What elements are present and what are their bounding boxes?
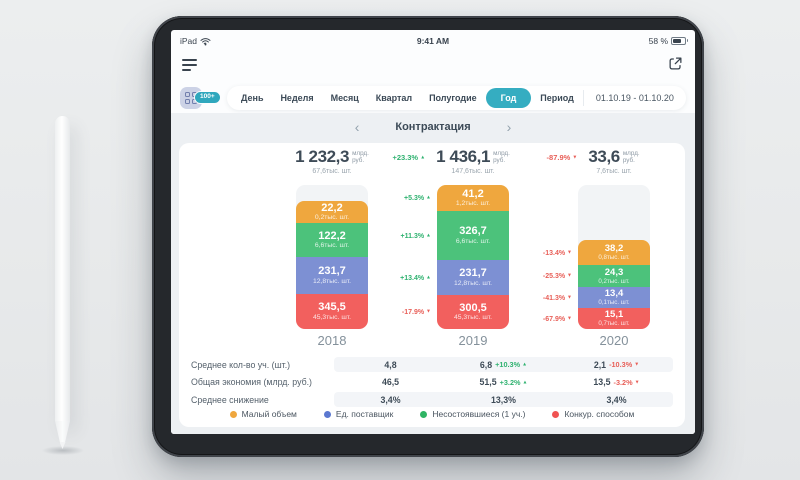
- tab-halfyear[interactable]: Полугодие: [429, 93, 477, 103]
- total-value: 1 436,1: [436, 147, 491, 166]
- segment-competitive[interactable]: 15,1 0,7тыс. шт.: [578, 308, 650, 329]
- total-unit: млрд. руб.: [352, 150, 369, 165]
- total-unit: млрд. руб.: [622, 150, 640, 165]
- date-range[interactable]: 01.10.19 - 01.10.20: [582, 90, 681, 106]
- bar-remainder: [578, 185, 650, 248]
- clock-label: 9:41 AM: [416, 36, 450, 46]
- content-area: ‹ Контрактация › 1 232,3 млрд. руб. 67,6т: [171, 113, 695, 434]
- apple-pencil-taper: [55, 421, 70, 443]
- carrier-label: iPad: [180, 36, 198, 46]
- nav-row: [171, 49, 695, 83]
- apple-pencil: [55, 116, 70, 422]
- segment-single-supplier[interactable]: 231,7 12,8тыс. шт.: [437, 260, 509, 295]
- segment-small-volume[interactable]: 41,2 1,2тыс. шт.: [437, 185, 509, 211]
- menu-icon[interactable]: [182, 59, 198, 71]
- tab-quarter[interactable]: Квартал: [375, 93, 413, 103]
- bar-2019[interactable]: 41,2 1,2тыс. шт. 326,7 6,6тыс. шт. 231,7 12…: [437, 185, 509, 329]
- total-value: 33,6: [588, 147, 620, 166]
- next-chevron-icon[interactable]: ›: [506, 119, 512, 135]
- year-label-2019: 2019: [458, 333, 488, 348]
- period-toolbar: 100+ День Неделя Месяц Квартал Полугодие…: [171, 83, 695, 113]
- total-sub: 7,6тыс. шт.: [596, 167, 632, 175]
- section-header: ‹ Контрактация ›: [171, 113, 695, 141]
- battery-percent-label: 58 %: [648, 36, 668, 46]
- legend-item-failed[interactable]: Несостоявшиеся (1 уч.): [420, 409, 525, 419]
- total-2019: +23.3% ▲ 1 436,1 млрд. руб. 147,6тыс. шт.: [392, 147, 510, 175]
- table-row: Общая экономия (млрд. руб.) 46,5 51,5 +3.…: [191, 377, 640, 387]
- segment-single-supplier[interactable]: 13,4 0,1тыс. шт.: [578, 287, 650, 308]
- segment-delta: -17.9% ▼: [401, 308, 431, 316]
- table-row: Среднее кол-во уч. (шт.) 4,8 6,8 +10.3% ▲…: [191, 357, 673, 372]
- segment-failed[interactable]: 24,3 0,2тыс. шт.: [578, 265, 650, 287]
- segment-small-volume[interactable]: 38,2 0,8тыс. шт.: [578, 240, 650, 265]
- segment-small-volume[interactable]: 22,2 0,2тыс. шт.: [296, 201, 368, 223]
- period-tabbar: День Неделя Месяц Квартал Полугодие Год …: [227, 86, 686, 110]
- segment-delta: +5.3% ▲: [404, 194, 431, 202]
- year-label-2020: 2020: [599, 333, 629, 348]
- segment-delta: +11.3% ▲: [400, 232, 431, 240]
- blue-dot-icon: [323, 410, 331, 418]
- prev-chevron-icon[interactable]: ‹: [354, 119, 360, 135]
- tab-month[interactable]: Месяц: [330, 93, 359, 103]
- year-label-2018: 2018: [317, 333, 347, 348]
- ipad-frame: iPad 9:41 AM 58 %: [152, 16, 704, 457]
- tab-day[interactable]: День: [241, 93, 264, 103]
- segment-failed[interactable]: 122,2 6,6тыс. шт.: [296, 223, 368, 257]
- legend-item-competitive[interactable]: Конкур. способом: [552, 409, 634, 419]
- red-dot-icon: [552, 410, 560, 418]
- total-sub: 67,6тыс. шт.: [312, 167, 352, 175]
- total-value: 1 232,3: [295, 147, 350, 166]
- stats-table: Среднее кол-во уч. (шт.) 4,8 6,8 +10.3% ▲…: [191, 357, 673, 410]
- segment-delta: -41.3% ▼: [542, 294, 572, 302]
- total-sub: 147,6тыс. шт.: [451, 167, 495, 175]
- tab-week[interactable]: Неделя: [280, 93, 314, 103]
- segment-delta: -25.3% ▼: [542, 272, 572, 280]
- chart-card: 1 232,3 млрд. руб. 67,6тыс. шт. +23.3% ▲ …: [179, 143, 685, 427]
- count-badge: 100+: [194, 91, 221, 104]
- segment-delta: +13.4% ▲: [400, 274, 431, 282]
- page-title: Контрактация: [395, 121, 471, 133]
- wifi-icon: [200, 37, 211, 45]
- total-2020: -87.9% ▼ 33,6 млрд. руб. 7,6тыс. шт.: [547, 147, 640, 175]
- total-delta: +23.3% ▲: [392, 153, 426, 162]
- share-icon[interactable]: [668, 56, 683, 71]
- pencil-shadow: [42, 446, 84, 455]
- battery-icon: [671, 36, 688, 46]
- orange-dot-icon: [229, 410, 237, 418]
- tab-year[interactable]: Год: [485, 88, 532, 108]
- bar-2018[interactable]: 22,2 0,2тыс. шт. 122,2 6,6тыс. шт. 231,7 12…: [296, 185, 368, 329]
- apps-grid-button[interactable]: 100+: [180, 87, 221, 109]
- total-unit: млрд. руб.: [493, 150, 510, 165]
- green-dot-icon: [420, 410, 428, 418]
- total-delta: -87.9% ▼: [546, 153, 578, 162]
- table-row: Среднее снижение 3,4% 13,3% 3,4%: [191, 392, 673, 407]
- tab-period[interactable]: Период: [540, 93, 574, 103]
- segment-competitive[interactable]: 300,5 45,3тыс. шт.: [437, 295, 509, 329]
- bar-2020[interactable]: 38,2 0,8тыс. шт. 24,3 0,2тыс. шт. 13,4 0,1т…: [578, 185, 650, 329]
- segment-delta: -13.4% ▼: [542, 249, 572, 257]
- segment-failed[interactable]: 326,7 6,6тыс. шт.: [437, 211, 509, 260]
- apple-pencil-tip: [59, 442, 66, 449]
- segment-delta: -67.9% ▼: [542, 315, 572, 323]
- segment-single-supplier[interactable]: 231,7 12,8тыс. шт.: [296, 257, 368, 294]
- legend-item-small-volume[interactable]: Малый объем: [229, 409, 297, 419]
- chart-legend: Малый объем Ед. поставщик Несостоявшиеся…: [179, 409, 685, 419]
- total-2018: 1 232,3 млрд. руб. 67,6тыс. шт.: [295, 148, 369, 175]
- segment-competitive[interactable]: 345,5 45,3тыс. шт.: [296, 294, 368, 329]
- ipad-screen: iPad 9:41 AM 58 %: [171, 30, 695, 434]
- legend-item-single-supplier[interactable]: Ед. поставщик: [323, 409, 393, 419]
- status-bar: iPad 9:41 AM 58 %: [171, 30, 695, 49]
